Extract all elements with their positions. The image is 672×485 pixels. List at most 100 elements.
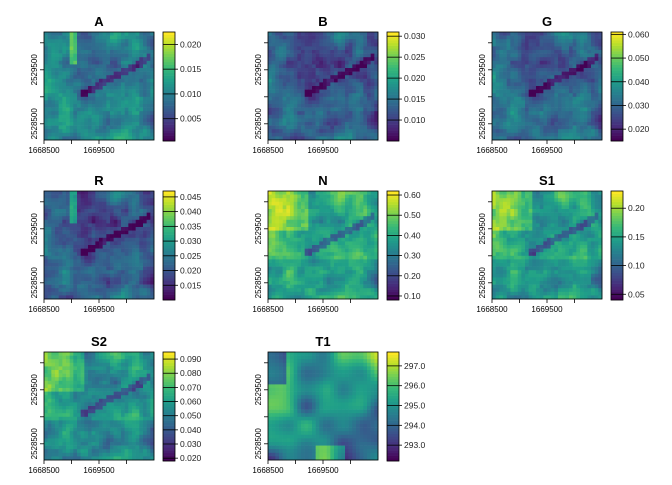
raster-cell — [573, 68, 577, 72]
raster-cell — [279, 277, 283, 281]
raster-cell — [81, 223, 85, 227]
raster-cell — [147, 216, 151, 220]
raster-cell — [44, 231, 48, 235]
raster-cell — [330, 292, 334, 296]
raster-cell — [352, 82, 356, 86]
raster-cell — [290, 288, 294, 292]
raster-cell — [532, 118, 536, 122]
raster-cell — [532, 32, 536, 36]
raster-cell — [371, 209, 375, 213]
raster-cell — [352, 238, 356, 242]
raster-cell — [103, 270, 107, 274]
raster-cell — [312, 274, 316, 278]
legend-swatch — [387, 259, 399, 262]
raster-cell — [569, 82, 573, 86]
raster-cell — [529, 195, 533, 199]
raster-cell — [81, 277, 85, 281]
raster-cell — [356, 46, 360, 50]
raster-cell — [48, 108, 52, 112]
raster-cell — [565, 100, 569, 104]
raster-cell — [543, 54, 547, 58]
raster-cell — [319, 263, 323, 267]
raster-cell — [92, 270, 96, 274]
raster-cell — [334, 115, 338, 119]
raster-cell — [121, 115, 125, 119]
raster-cell — [352, 50, 356, 54]
raster-cell — [514, 36, 518, 40]
raster-cell — [371, 231, 375, 235]
raster-cell — [305, 209, 309, 213]
raster-cell — [547, 115, 551, 119]
raster-cell — [51, 231, 55, 235]
raster-cell — [521, 75, 525, 79]
raster-cell — [327, 104, 331, 108]
raster-cell — [70, 46, 74, 50]
raster-cell — [92, 50, 96, 54]
raster-cell — [334, 231, 338, 235]
raster-cell — [77, 64, 81, 68]
legend-swatch — [387, 248, 399, 251]
raster-cell — [62, 133, 66, 137]
raster-cell — [363, 82, 367, 86]
raster-cell — [308, 195, 312, 199]
raster-cell — [308, 129, 312, 133]
raster-cell — [518, 205, 522, 209]
raster-cell — [323, 209, 327, 213]
raster-cell — [128, 249, 132, 253]
legend-swatch — [163, 216, 175, 219]
raster-cell — [92, 285, 96, 289]
raster-cell — [352, 227, 356, 231]
raster-cell — [305, 216, 309, 220]
raster-cell — [363, 202, 367, 206]
raster-cell — [106, 281, 110, 285]
raster-cell — [92, 104, 96, 108]
raster-cell — [143, 54, 147, 58]
raster-cell — [525, 108, 529, 112]
raster-cell — [345, 75, 349, 79]
raster-cell — [327, 213, 331, 217]
raster-cell — [551, 104, 555, 108]
raster-cell — [143, 202, 147, 206]
raster-cell — [529, 86, 533, 90]
raster-cell — [496, 90, 500, 94]
raster-cell — [499, 54, 503, 58]
raster-cell — [117, 274, 121, 278]
raster-cell — [573, 122, 577, 126]
raster-cell — [305, 245, 309, 249]
raster-cell — [554, 36, 558, 40]
raster-cell — [73, 205, 77, 209]
raster-cell — [59, 241, 63, 245]
raster-cell — [59, 270, 63, 274]
raster-cell — [84, 46, 88, 50]
raster-cell — [294, 126, 298, 130]
raster-cell — [591, 54, 595, 58]
raster-cell — [308, 43, 312, 47]
raster-cell — [132, 57, 136, 61]
raster-cell — [110, 32, 114, 36]
raster-cell — [51, 68, 55, 72]
raster-cell — [323, 133, 327, 137]
raster-cell — [48, 115, 52, 119]
raster-cell — [323, 238, 327, 242]
raster-cell — [367, 274, 371, 278]
raster-cell — [305, 57, 309, 61]
raster-cell — [283, 205, 287, 209]
raster-cell — [286, 100, 290, 104]
raster-cell — [551, 64, 555, 68]
raster-cell — [48, 238, 52, 242]
raster-cell — [73, 288, 77, 292]
raster-cell — [110, 252, 114, 256]
raster-cell — [51, 100, 55, 104]
raster-cell — [356, 126, 360, 130]
raster-cell — [334, 93, 338, 97]
raster-cell — [301, 50, 305, 54]
raster-cell — [305, 220, 309, 224]
raster-cell — [345, 216, 349, 220]
raster-cell — [106, 270, 110, 274]
raster-cell — [345, 213, 349, 217]
raster-cell — [496, 129, 500, 133]
raster-cell — [286, 32, 290, 36]
raster-cell — [62, 126, 66, 130]
raster-cell — [59, 50, 63, 54]
raster-cell — [51, 79, 55, 83]
